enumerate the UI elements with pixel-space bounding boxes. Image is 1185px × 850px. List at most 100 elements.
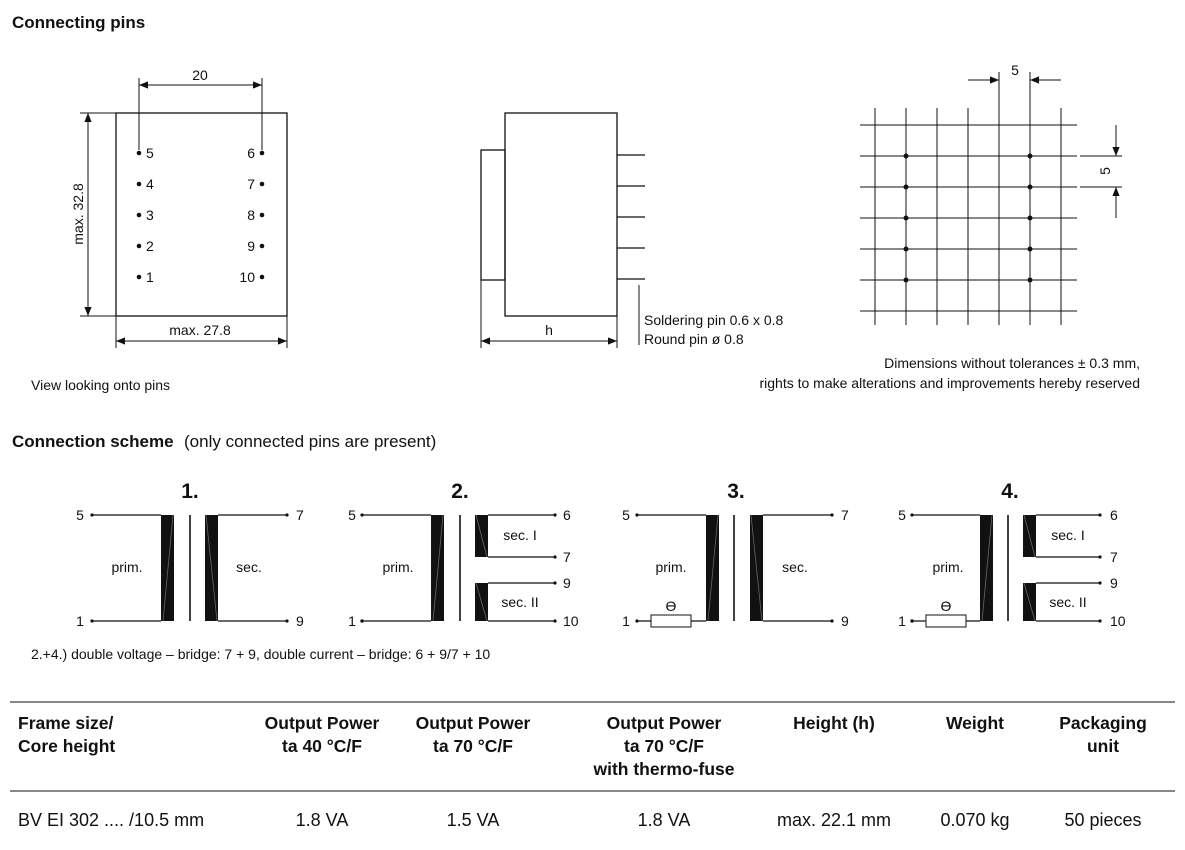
pin-label: 1 <box>622 613 630 629</box>
secondary-2-label: sec. II <box>1049 594 1086 610</box>
table-header: Output Power <box>265 713 380 733</box>
pin-label: 9 <box>563 575 571 591</box>
pin-label: 7 <box>1110 549 1118 565</box>
pin-label: 5 <box>76 507 84 523</box>
secondary-label: sec. <box>236 559 262 575</box>
connecting-pins-title: Connecting pins <box>12 13 145 32</box>
primary-coil <box>706 515 719 621</box>
pin-label: 5 <box>622 507 630 523</box>
table-header: Core height <box>18 736 115 756</box>
coil-hatch <box>205 514 218 622</box>
pin-view-drawing <box>80 78 288 348</box>
terminal-dot <box>635 513 639 517</box>
coil-hatch <box>432 514 444 622</box>
table-header: Output Power <box>416 713 531 733</box>
coil-hatch <box>707 514 719 622</box>
primary-coil <box>980 515 993 621</box>
table-header: ta 70 °C/F <box>624 736 704 756</box>
scheme-footnote: 2.+4.) double voltage – bridge: 7 + 9, d… <box>31 646 490 662</box>
pin-label: 4 <box>146 176 154 192</box>
terminal-dot <box>90 619 94 623</box>
primary-coil <box>431 515 444 621</box>
grid-dimensions <box>968 72 1122 218</box>
pin-label: 8 <box>247 207 255 223</box>
pin-label: 10 <box>563 613 579 629</box>
table-cell: 1.5 VA <box>447 810 500 830</box>
pin-dot <box>259 243 265 249</box>
pin-dot <box>259 274 265 280</box>
table-cell: max. 22.1 mm <box>777 810 891 830</box>
pin-label: 7 <box>296 507 304 523</box>
terminal-dot <box>553 555 557 559</box>
terminal-dot <box>1098 581 1102 585</box>
pin-dot <box>259 181 265 187</box>
coil-hatch <box>475 582 488 622</box>
table-header: Weight <box>946 713 1004 733</box>
pin-label: 3 <box>146 207 154 223</box>
primary-label: prim. <box>382 559 413 575</box>
coil-hatch <box>750 514 763 622</box>
scheme-3: 3. 5 1 prim. 7 9 sec. ϴ <box>622 480 849 629</box>
coil-hatch <box>1023 582 1036 622</box>
scheme-4: 4. 5 1 prim. 6 7 9 10 sec. I sec. II ϴ <box>898 480 1126 629</box>
scheme-number: 2. <box>451 480 469 503</box>
terminal-dot <box>285 513 289 517</box>
table-cell: 0.070 kg <box>940 810 1009 830</box>
pin-label: 6 <box>247 145 255 161</box>
pin-list: 5 4 3 2 1 6 7 8 9 10 <box>136 145 265 285</box>
table-header: ta 40 °C/F <box>282 736 362 756</box>
thermo-fuse-icon <box>925 614 967 628</box>
table-header: Height (h) <box>793 713 875 733</box>
grid-pin-dot <box>1027 246 1033 252</box>
thermo-fuse-symbol: ϴ <box>666 598 677 614</box>
pin-label: 7 <box>841 507 849 523</box>
primary-coil <box>161 515 174 621</box>
pin-dot <box>136 243 142 249</box>
terminal-dot <box>830 513 834 517</box>
pin-label: 9 <box>247 238 255 254</box>
pin-dot <box>136 150 142 156</box>
pin-dot <box>259 212 265 218</box>
pin-label: 6 <box>1110 507 1118 523</box>
connection-schemes: 1. 5 1 prim. 7 9 sec. 2. 5 1 prim. 6 7 9 10 sec. I sec. … <box>76 480 1126 629</box>
thermo-fuse-icon <box>650 614 692 628</box>
grid-dim-y-label: 5 <box>1097 167 1113 175</box>
grid-pin-dot <box>903 246 909 252</box>
grid-dim-x-label: 5 <box>1011 62 1019 78</box>
pin-label: 10 <box>1110 613 1126 629</box>
primary-label: prim. <box>111 559 142 575</box>
pin-label: 9 <box>296 613 304 629</box>
primary-label: prim. <box>655 559 686 575</box>
tolerance-note: Dimensions without tolerances ± 0.3 mm, <box>884 355 1140 371</box>
pin-label: 1 <box>898 613 906 629</box>
grid-pin-dot <box>1027 277 1033 283</box>
secondary-1-label: sec. I <box>503 527 536 543</box>
scheme-1: 1. 5 1 prim. 7 9 sec. <box>76 480 304 629</box>
table-cell: 50 pieces <box>1064 810 1141 830</box>
pin-label: 9 <box>1110 575 1118 591</box>
pin-dot <box>136 274 142 280</box>
pin-dot <box>136 212 142 218</box>
round-pin-note: Round pin ø 0.8 <box>644 331 744 347</box>
dim-h-label: h <box>545 322 553 338</box>
pin-label: 2 <box>146 238 154 254</box>
pin-label: 1 <box>76 613 84 629</box>
terminal-dot <box>553 619 557 623</box>
terminal-dot <box>90 513 94 517</box>
grid-pin-dot <box>1027 184 1033 190</box>
pin-label: 5 <box>146 145 154 161</box>
coil-hatch <box>162 514 174 622</box>
pin-dot <box>259 150 265 156</box>
spec-table: Frame size/Core height Output Power ta 40 … <box>18 713 1147 830</box>
pin-dot <box>136 181 142 187</box>
table-cell: 1.8 VA <box>638 810 691 830</box>
scheme-2: 2. 5 1 prim. 6 7 9 10 sec. I sec. II <box>348 480 579 629</box>
thermo-fuse-symbol: ϴ <box>941 598 952 614</box>
grid-pin-dot <box>1027 215 1033 221</box>
pin-label: 5 <box>898 507 906 523</box>
table-header: Output Power <box>607 713 722 733</box>
pin-view-caption: View looking onto pins <box>31 377 170 393</box>
dim-width-label: max. 27.8 <box>169 322 231 338</box>
secondary-label: sec. <box>782 559 808 575</box>
